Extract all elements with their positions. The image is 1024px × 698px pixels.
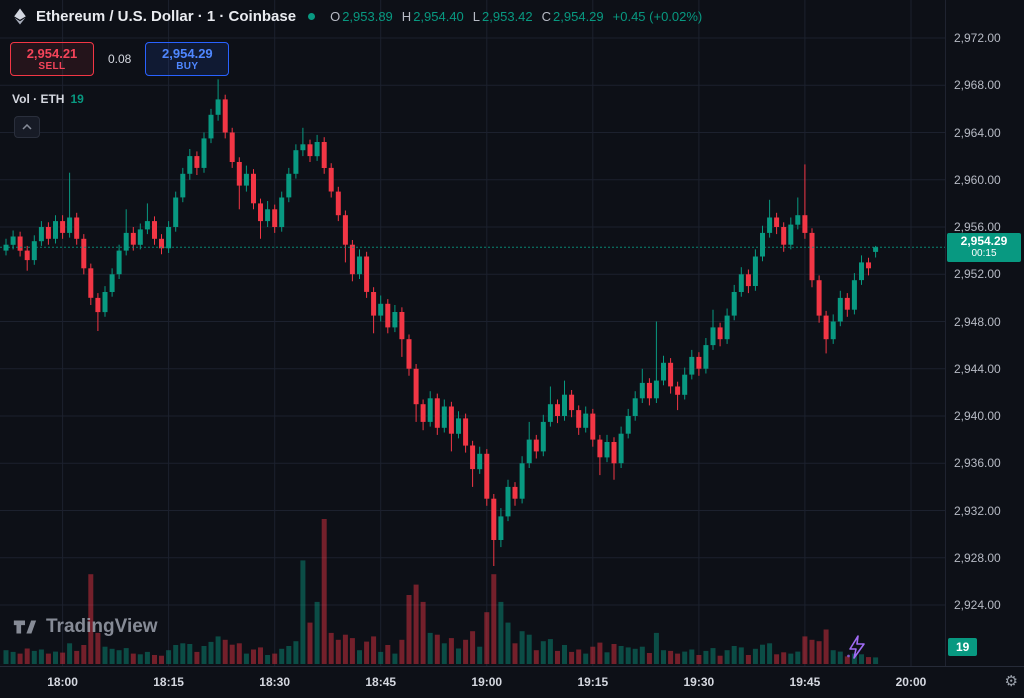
open-value: 2,953.89: [342, 9, 393, 24]
price-tick-label: 2,972.00: [954, 31, 1001, 45]
price-tick-label: 2,948.00: [954, 314, 1001, 329]
tradingview-logo-text: TradingView: [46, 616, 158, 637]
sell-button[interactable]: 2,954.21 SELL: [10, 42, 94, 76]
time-axis[interactable]: ⚙ 18:00 18:15 18:30 18:45 19:00 19:15 19:30 19:…: [0, 666, 1024, 698]
high-value: 2,954.40: [413, 9, 464, 24]
time-tick-label: 19:15: [577, 675, 609, 689]
price-tick-label: 2,960.00: [954, 172, 1001, 187]
time-tick-label: 19:00: [471, 675, 503, 689]
price-tick-label: 2,944.00: [954, 361, 1001, 376]
quick-trade-lightning-icon[interactable]: [845, 634, 869, 665]
spread-value: 0.08: [108, 52, 132, 66]
ethereum-icon: [12, 8, 28, 25]
time-tick-label: 19:45: [789, 675, 821, 689]
price-change: +0.45 (+0.02%): [612, 9, 703, 24]
volume-legend[interactable]: Vol · ETH 19: [12, 92, 84, 106]
bar-countdown: 00:15: [971, 248, 997, 260]
price-tick-label: 2,952.00: [954, 267, 1001, 282]
price-tick-label: 2,924.00: [954, 598, 1001, 612]
gear-icon[interactable]: ⚙: [1004, 673, 1018, 690]
volume-axis-label: 19: [948, 638, 978, 656]
time-tick-label: 18:30: [259, 675, 291, 689]
price-axis[interactable]: 2,954.29 00:15 19 2,972.00 2,968.00 2,964.…: [945, 0, 1024, 666]
last-price-label: 2,954.29 00:15: [947, 233, 1021, 263]
time-tick-label: 20:00: [895, 675, 927, 689]
low-label: L: [472, 9, 481, 24]
collapse-legend-button[interactable]: [14, 116, 40, 138]
time-tick-label: 19:30: [683, 675, 715, 689]
symbol-title[interactable]: Ethereum / U.S. Dollar · 1 · Coinbase: [36, 8, 297, 25]
price-tick-label: 2,928.00: [954, 550, 1001, 565]
low-value: 2,953.42: [482, 9, 533, 24]
close-label: C: [541, 9, 552, 24]
candlestick-chart[interactable]: [0, 0, 945, 666]
buy-button[interactable]: 2,954.29 BUY: [145, 42, 230, 76]
tradingview-logo-icon: [12, 614, 38, 640]
time-tick-label: 18:15: [153, 675, 184, 689]
high-label: H: [401, 9, 412, 24]
time-tick-label: 18:00: [47, 675, 78, 689]
volume-legend-value: 19: [70, 92, 84, 106]
trade-panel: 2,954.21 SELL 0.08 2,954.29 BUY: [10, 42, 230, 76]
open-label: O: [330, 9, 341, 24]
price-tick-label: 2,968.00: [954, 78, 1001, 93]
tradingview-logo[interactable]: TradingView: [12, 614, 158, 640]
buy-label: BUY: [176, 60, 199, 72]
price-tick-label: 2,956.00: [954, 220, 1001, 234]
chart-legend: Ethereum / U.S. Dollar · 1 · Coinbase O …: [12, 8, 702, 25]
buy-price: 2,954.29: [162, 45, 213, 61]
last-price-value: 2,954.29: [960, 234, 1008, 249]
price-tick-label: 2,940.00: [954, 409, 1001, 423]
sell-price: 2,954.21: [26, 45, 78, 61]
ohlc-values: O 2,953.89 H 2,954.40 L 2,953.42 C 2,954…: [323, 9, 702, 24]
price-tick-label: 2,936.00: [954, 456, 1001, 471]
sell-label: SELL: [38, 60, 66, 72]
price-tick-label: 2,964.00: [954, 125, 1001, 140]
volume-legend-label: Vol · ETH: [12, 92, 65, 106]
close-value: 2,954.29: [553, 9, 604, 24]
price-tick-label: 2,932.00: [954, 503, 1001, 518]
time-tick-label: 18:45: [365, 675, 397, 689]
chevron-up-icon: [22, 124, 32, 130]
market-status-dot[interactable]: [308, 13, 316, 20]
